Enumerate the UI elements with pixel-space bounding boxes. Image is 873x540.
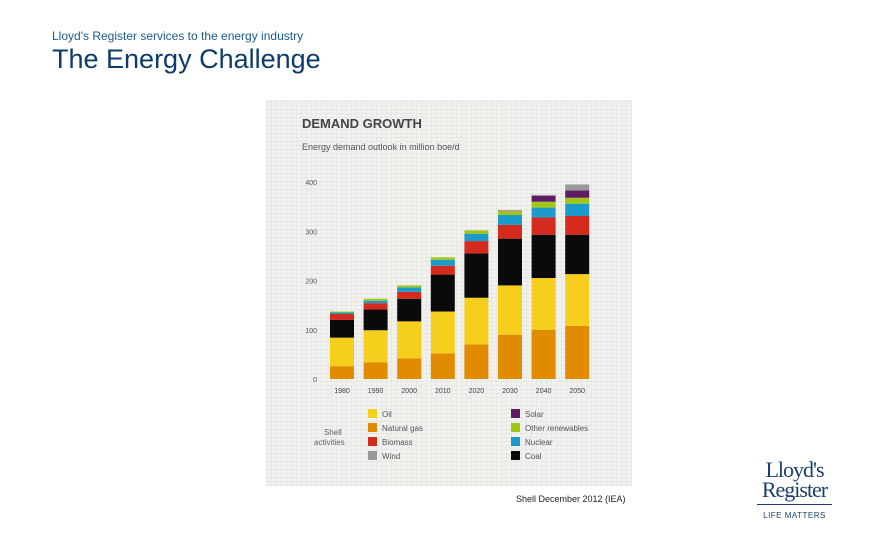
y-tick-label: 0 — [313, 377, 317, 384]
bar-segment-natural-gas — [430, 353, 455, 379]
bar-segment-wind — [565, 184, 590, 191]
chart-title: DEMAND GROWTH — [302, 116, 422, 131]
logo-line-2: Register — [761, 477, 828, 502]
x-tick-label: 2050 — [569, 388, 585, 395]
bar-segment-solar — [531, 195, 556, 202]
bar-segment-biomass — [531, 217, 556, 235]
bar-segment-coal — [397, 298, 422, 322]
bar-segment-oil — [531, 278, 556, 330]
bar-segment-natural-gas — [363, 362, 388, 379]
bar-segment-coal — [565, 234, 590, 275]
logo-rule — [757, 504, 832, 505]
legend-swatch — [511, 409, 520, 418]
bar-segment-natural-gas — [531, 329, 556, 379]
bar-segment-oil — [330, 337, 354, 367]
bar-segment-other-renewables — [531, 201, 556, 208]
logo-line-1: Lloyd's — [765, 457, 824, 482]
legend-swatch — [368, 437, 377, 446]
legend-label: Nuclear — [525, 438, 553, 447]
legend-swatch — [511, 451, 520, 460]
bar-segment-natural-gas — [464, 344, 489, 379]
bar-segment-biomass — [565, 215, 590, 235]
bar-segment-nuclear — [430, 259, 455, 266]
legend-label: Wind — [382, 452, 400, 461]
source-credit: Shell December 2012 (IEA) — [516, 494, 626, 504]
bar-segment-oil — [363, 330, 388, 363]
page-title: The Energy Challenge — [52, 44, 321, 74]
bar-segment-coal — [498, 238, 522, 286]
bar-segment-biomass — [397, 291, 422, 299]
x-tick-label: 2000 — [401, 388, 417, 395]
bar-segment-coal — [531, 234, 556, 279]
bar-segment-natural-gas — [397, 358, 422, 379]
bar-segment-natural-gas — [565, 325, 590, 379]
bar-segment-nuclear — [363, 300, 388, 304]
y-tick-label: 300 — [305, 229, 317, 236]
legend-label: Solar — [525, 410, 544, 419]
x-tick-label: 2010 — [435, 388, 451, 395]
y-tick-label: 400 — [305, 180, 317, 187]
bar-segment-biomass — [330, 313, 354, 320]
bar-segment-natural-gas — [330, 366, 354, 379]
bar-segment-nuclear — [330, 312, 354, 314]
bar-segment-biomass — [464, 241, 489, 254]
legend-label: Biomass — [382, 438, 413, 447]
bar-segment-nuclear — [397, 287, 422, 292]
bar-segment-oil — [397, 321, 422, 359]
bar-segment-other-renewables — [363, 298, 388, 301]
legend-swatch — [368, 451, 377, 460]
bar-segment-other-renewables — [498, 211, 522, 215]
legend-swatch — [368, 409, 377, 418]
bar-segment-oil — [464, 297, 489, 345]
bar-segment-wind — [531, 194, 556, 196]
legend-swatch — [511, 423, 520, 432]
y-tick-label: 100 — [305, 328, 317, 335]
bar-segment-other-renewables — [464, 230, 489, 234]
bar-segment-biomass — [430, 265, 455, 275]
bar-segment-natural-gas — [498, 334, 522, 379]
bar-segment-coal — [464, 253, 489, 298]
bar-segment-biomass — [498, 224, 522, 239]
legend-group-label: Shell activities — [314, 428, 345, 447]
bar-segment-nuclear — [464, 233, 489, 242]
bar-segment-other-renewables — [397, 285, 422, 288]
bar-segment-oil — [565, 274, 590, 326]
logo-tagline: LIFE MATTERS — [763, 511, 826, 520]
bar-segment-other-renewables — [565, 197, 590, 204]
legend-swatch — [511, 437, 520, 446]
x-tick-label: 1990 — [368, 388, 384, 395]
bar-segment-other-renewables — [430, 257, 455, 260]
legend-label: Coal — [525, 452, 542, 461]
bar-segment-nuclear — [498, 214, 522, 225]
legend-label: Natural gas — [382, 424, 423, 433]
page-subtitle: Lloyd's Register services to the energy … — [52, 29, 304, 43]
legend-swatch — [368, 423, 377, 432]
bar-segment-coal — [330, 319, 354, 338]
chart-canvas: DEMAND GROWTH Energy demand outlook in mi… — [302, 116, 590, 461]
bar-segment-coal — [430, 274, 455, 312]
x-tick-label: 2040 — [536, 388, 552, 395]
legend-label: Other renewables — [525, 424, 588, 433]
bar-segment-solar — [565, 190, 590, 198]
chart-subtitle: Energy demand outlook in million boe/d — [302, 142, 460, 152]
bar-segment-nuclear — [565, 203, 590, 216]
x-tick-label: 2020 — [469, 388, 485, 395]
demand-growth-chart: DEMAND GROWTH Energy demand outlook in mi… — [266, 100, 632, 486]
bar-segment-oil — [498, 285, 522, 335]
bar-segment-other-renewables — [330, 311, 354, 313]
bar-segment-coal — [363, 309, 388, 331]
bar-segment-oil — [430, 311, 455, 354]
bar-segment-biomass — [363, 303, 388, 310]
lloyds-register-logo: Lloyd's Register LIFE MATTERS — [757, 457, 832, 520]
legend-label: Oil — [382, 410, 392, 419]
x-tick-label: 1980 — [334, 388, 350, 395]
bar-segment-nuclear — [531, 207, 556, 218]
x-tick-label: 2030 — [502, 388, 518, 395]
y-tick-label: 200 — [305, 279, 317, 286]
